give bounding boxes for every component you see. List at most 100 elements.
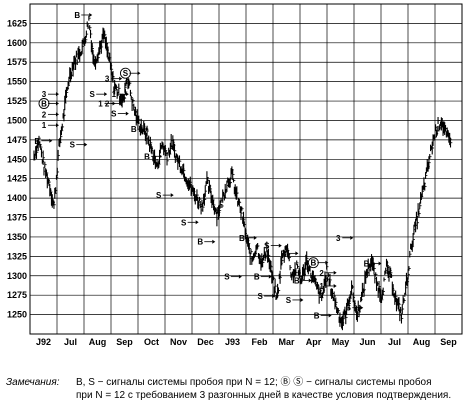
signal-label: 2: [319, 269, 324, 278]
signal-arrowhead: [55, 101, 59, 106]
signal-arrowhead: [104, 92, 108, 97]
y-tick-label: 1475: [7, 135, 27, 145]
y-tick-label: 1375: [7, 213, 27, 223]
signal-arrowhead: [308, 278, 312, 283]
x-tick-label: Jul: [388, 337, 401, 347]
y-tick-label: 1550: [7, 77, 27, 87]
signal-label: S: [90, 90, 96, 99]
signal-arrowhead: [119, 101, 123, 106]
signal-label: S: [224, 273, 230, 282]
x-tick-label: Nov: [170, 337, 187, 347]
signal-label: S: [181, 218, 187, 227]
signal-arrowhead: [195, 220, 199, 225]
signal-label: 1: [319, 282, 324, 291]
x-tick-label: Aug: [89, 337, 107, 347]
signal-label: B: [364, 259, 370, 268]
signal-label: B: [74, 11, 80, 20]
notes-line-1: B, S − сигналы системы пробоя при N = 12…: [76, 377, 432, 388]
signal-label: S: [264, 242, 270, 251]
signal-arrowhead: [170, 193, 174, 198]
signal-arrowhead: [268, 274, 272, 279]
signal-arrowhead: [159, 154, 163, 159]
x-axis: J92 Jul Aug Sep Oct Nov Dec J93 Feb Mar Apr May Jun J…: [36, 337, 457, 347]
signal-arrowhead: [125, 111, 129, 116]
signal-arrowhead: [272, 294, 276, 299]
chart-grid: [29, 3, 463, 335]
x-tick-label: Oct: [144, 337, 159, 347]
y-tick-label: 1450: [7, 154, 27, 164]
y-tick-label: 1300: [7, 271, 27, 281]
signal-arrowhead: [253, 235, 257, 240]
signal-label: S: [346, 304, 352, 313]
signal-arrowhead: [328, 313, 332, 318]
signal-label: B: [41, 99, 47, 108]
y-tick-label: 1600: [7, 38, 27, 48]
y-tick-label: 1275: [7, 290, 27, 300]
signal-label: S: [111, 110, 117, 119]
signal-arrowhead: [125, 92, 129, 97]
signal-arrowhead: [378, 261, 382, 266]
x-tick-label: Sep: [440, 337, 457, 347]
signal-label: S: [123, 69, 129, 78]
x-tick-label: Feb: [251, 337, 268, 347]
y-tick-label: 1525: [7, 96, 27, 106]
signal-label: 2: [42, 110, 47, 119]
x-tick-label: J92: [36, 337, 51, 347]
price-bars: [33, 15, 453, 331]
signal-arrowhead: [300, 297, 304, 302]
x-tick-label: Dec: [197, 337, 214, 347]
y-tick-label: 1400: [7, 193, 27, 203]
signal-arrowhead: [360, 305, 364, 310]
signal-label: 3: [336, 234, 341, 243]
y-tick-label: 1500: [7, 115, 27, 125]
signal-arrowhead: [55, 112, 59, 117]
signal-label: 1: [42, 121, 47, 130]
signal-arrowhead: [84, 142, 88, 147]
y-tick-label: 1325: [7, 251, 27, 261]
notes-line-2: при N = 12 с требованием 3 разгонных дне…: [76, 390, 452, 401]
signal-label: B: [281, 249, 287, 258]
signal-label: B: [314, 311, 320, 320]
signal-label: B: [310, 259, 316, 268]
signal-label: B: [34, 137, 40, 146]
y-axis: 1250 1275 1300 1325 1350 1375 1400 1425 1450 1475…: [7, 18, 27, 319]
x-tick-label: Jun: [359, 337, 375, 347]
signal-label: S: [156, 191, 162, 200]
signal-arrowhead: [55, 123, 59, 128]
signal-arrowhead: [333, 270, 337, 275]
signal-arrowhead: [333, 283, 337, 288]
signal-label: 3: [42, 90, 47, 99]
signal-arrowhead: [238, 274, 242, 279]
signal-label: B: [294, 277, 300, 286]
signal-label: B: [254, 273, 260, 282]
y-tick-label: 1250: [7, 310, 27, 320]
x-tick-label: J93: [225, 337, 240, 347]
signal-label: 1: [112, 90, 117, 99]
y-tick-label: 1425: [7, 174, 27, 184]
signal-label: S: [257, 292, 263, 301]
signal-label: 1: [98, 99, 103, 108]
x-tick-label: Apr: [306, 337, 322, 347]
notes-label: Замечания:: [6, 377, 60, 388]
signal-label: S: [286, 296, 292, 305]
y-tick-label: 1625: [7, 18, 27, 28]
x-tick-label: Mar: [278, 337, 295, 347]
signal-label: B: [144, 152, 150, 161]
signal-arrowhead: [212, 239, 216, 244]
signal-label: 2: [105, 99, 110, 108]
x-tick-label: May: [332, 337, 350, 347]
signal-arrowhead: [350, 235, 354, 240]
signal-label: B: [239, 234, 245, 243]
signal-arrowhead: [295, 251, 299, 256]
signal-arrowhead: [137, 71, 141, 76]
signal-arrowhead: [278, 243, 282, 248]
signal-arrowhead: [49, 138, 53, 143]
signal-label: B: [131, 125, 137, 134]
signal-arrowhead: [325, 260, 329, 265]
x-tick-label: Jul: [64, 337, 77, 347]
signal-arrowhead: [89, 12, 93, 17]
signal-arrowhead: [119, 76, 123, 81]
signal-arrowhead: [55, 92, 59, 97]
